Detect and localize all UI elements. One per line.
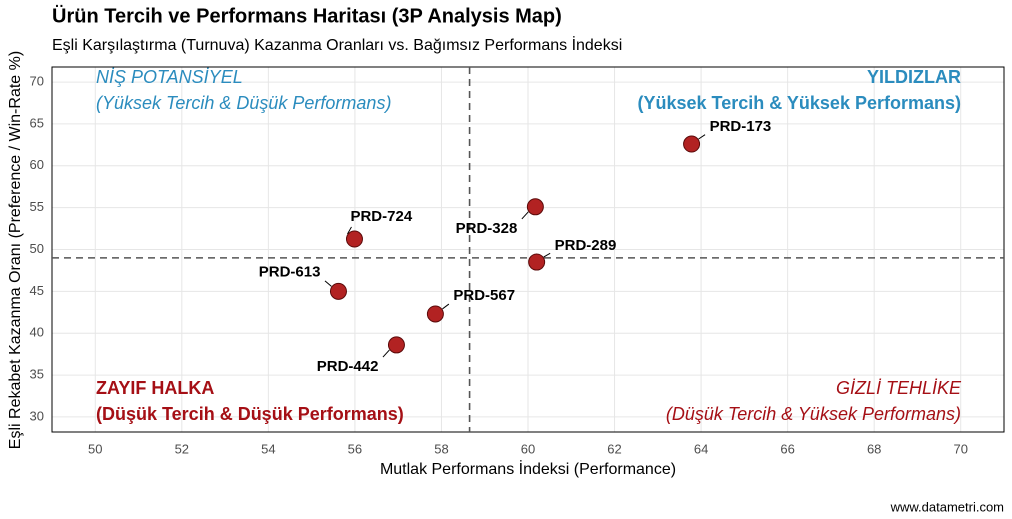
y-tick-label: 65 bbox=[30, 115, 44, 130]
point-label: PRD-567 bbox=[453, 287, 515, 304]
x-tick-label: 60 bbox=[521, 441, 535, 456]
quadrant-subtitle: (Düşük Tercih & Düşük Performans) bbox=[96, 404, 404, 424]
point bbox=[345, 230, 363, 248]
point bbox=[528, 253, 546, 271]
leader-line bbox=[324, 280, 332, 287]
quadrant-title: YILDIZLAR bbox=[867, 67, 961, 87]
y-tick-label: 30 bbox=[30, 408, 44, 423]
quadrant-subtitle: (Yüksek Tercih & Düşük Performans) bbox=[96, 93, 391, 113]
y-tick-label: 50 bbox=[30, 241, 44, 256]
leader-line bbox=[698, 134, 706, 140]
quadrant-subtitle: (Düşük Tercih & Yüksek Performans) bbox=[666, 404, 961, 424]
x-tick-label: 50 bbox=[88, 441, 102, 456]
x-axis-label: Mutlak Performans İndeksi (Performance) bbox=[380, 459, 676, 478]
chart-title: Ürün Tercih ve Performans Haritası (3P A… bbox=[52, 4, 562, 27]
y-tick-label: 70 bbox=[30, 74, 44, 89]
leader-line bbox=[347, 226, 352, 235]
x-tick-label: 62 bbox=[607, 441, 621, 456]
point bbox=[526, 198, 544, 216]
source: www.datametri.com bbox=[890, 499, 1004, 514]
point-label: PRD-442 bbox=[317, 358, 379, 375]
y-tick-label: 40 bbox=[30, 325, 44, 340]
plot-border bbox=[51, 66, 1005, 433]
x-tick-label: 54 bbox=[261, 441, 275, 456]
point-label: PRD-328 bbox=[456, 220, 518, 237]
leader-line bbox=[382, 349, 390, 358]
point-label: PRD-173 bbox=[710, 118, 772, 135]
y-tick-label: 55 bbox=[30, 199, 44, 214]
x-tick-label: 68 bbox=[867, 441, 881, 456]
quadrant-title: GİZLİ TEHLİKE bbox=[836, 378, 962, 398]
y-tick-label: 45 bbox=[30, 283, 44, 298]
x-tick-label: 64 bbox=[694, 441, 708, 456]
x-tick-label: 52 bbox=[175, 441, 189, 456]
point-label: PRD-289 bbox=[555, 237, 617, 254]
point bbox=[387, 336, 405, 354]
point bbox=[329, 282, 347, 300]
x-tick-label: 58 bbox=[434, 441, 448, 456]
leader-line bbox=[521, 211, 529, 220]
quadrant-subtitle: (Yüksek Tercih & Yüksek Performans) bbox=[638, 93, 961, 113]
x-tick-label: 66 bbox=[780, 441, 794, 456]
point bbox=[426, 305, 444, 323]
leader-line bbox=[543, 252, 551, 258]
chart-subtitle: Eşli Karşılaştırma (Turnuva) Kazanma Ora… bbox=[52, 35, 622, 54]
y-tick-label: 60 bbox=[30, 157, 44, 172]
y-tick-label: 35 bbox=[30, 367, 44, 382]
quadrant-title: ZAYIF HALKA bbox=[96, 378, 214, 398]
quadrant-title: NİŞ POTANSİYEL bbox=[96, 67, 243, 87]
point-label: PRD-613 bbox=[259, 263, 321, 280]
x-tick-label: 70 bbox=[953, 441, 967, 456]
leader-line bbox=[442, 303, 450, 310]
point-label: PRD-724 bbox=[350, 208, 412, 225]
y-axis-label: Eşli Rekabet Kazanma Oranı (Preference /… bbox=[7, 51, 24, 449]
point bbox=[683, 135, 701, 153]
x-tick-label: 56 bbox=[348, 441, 362, 456]
